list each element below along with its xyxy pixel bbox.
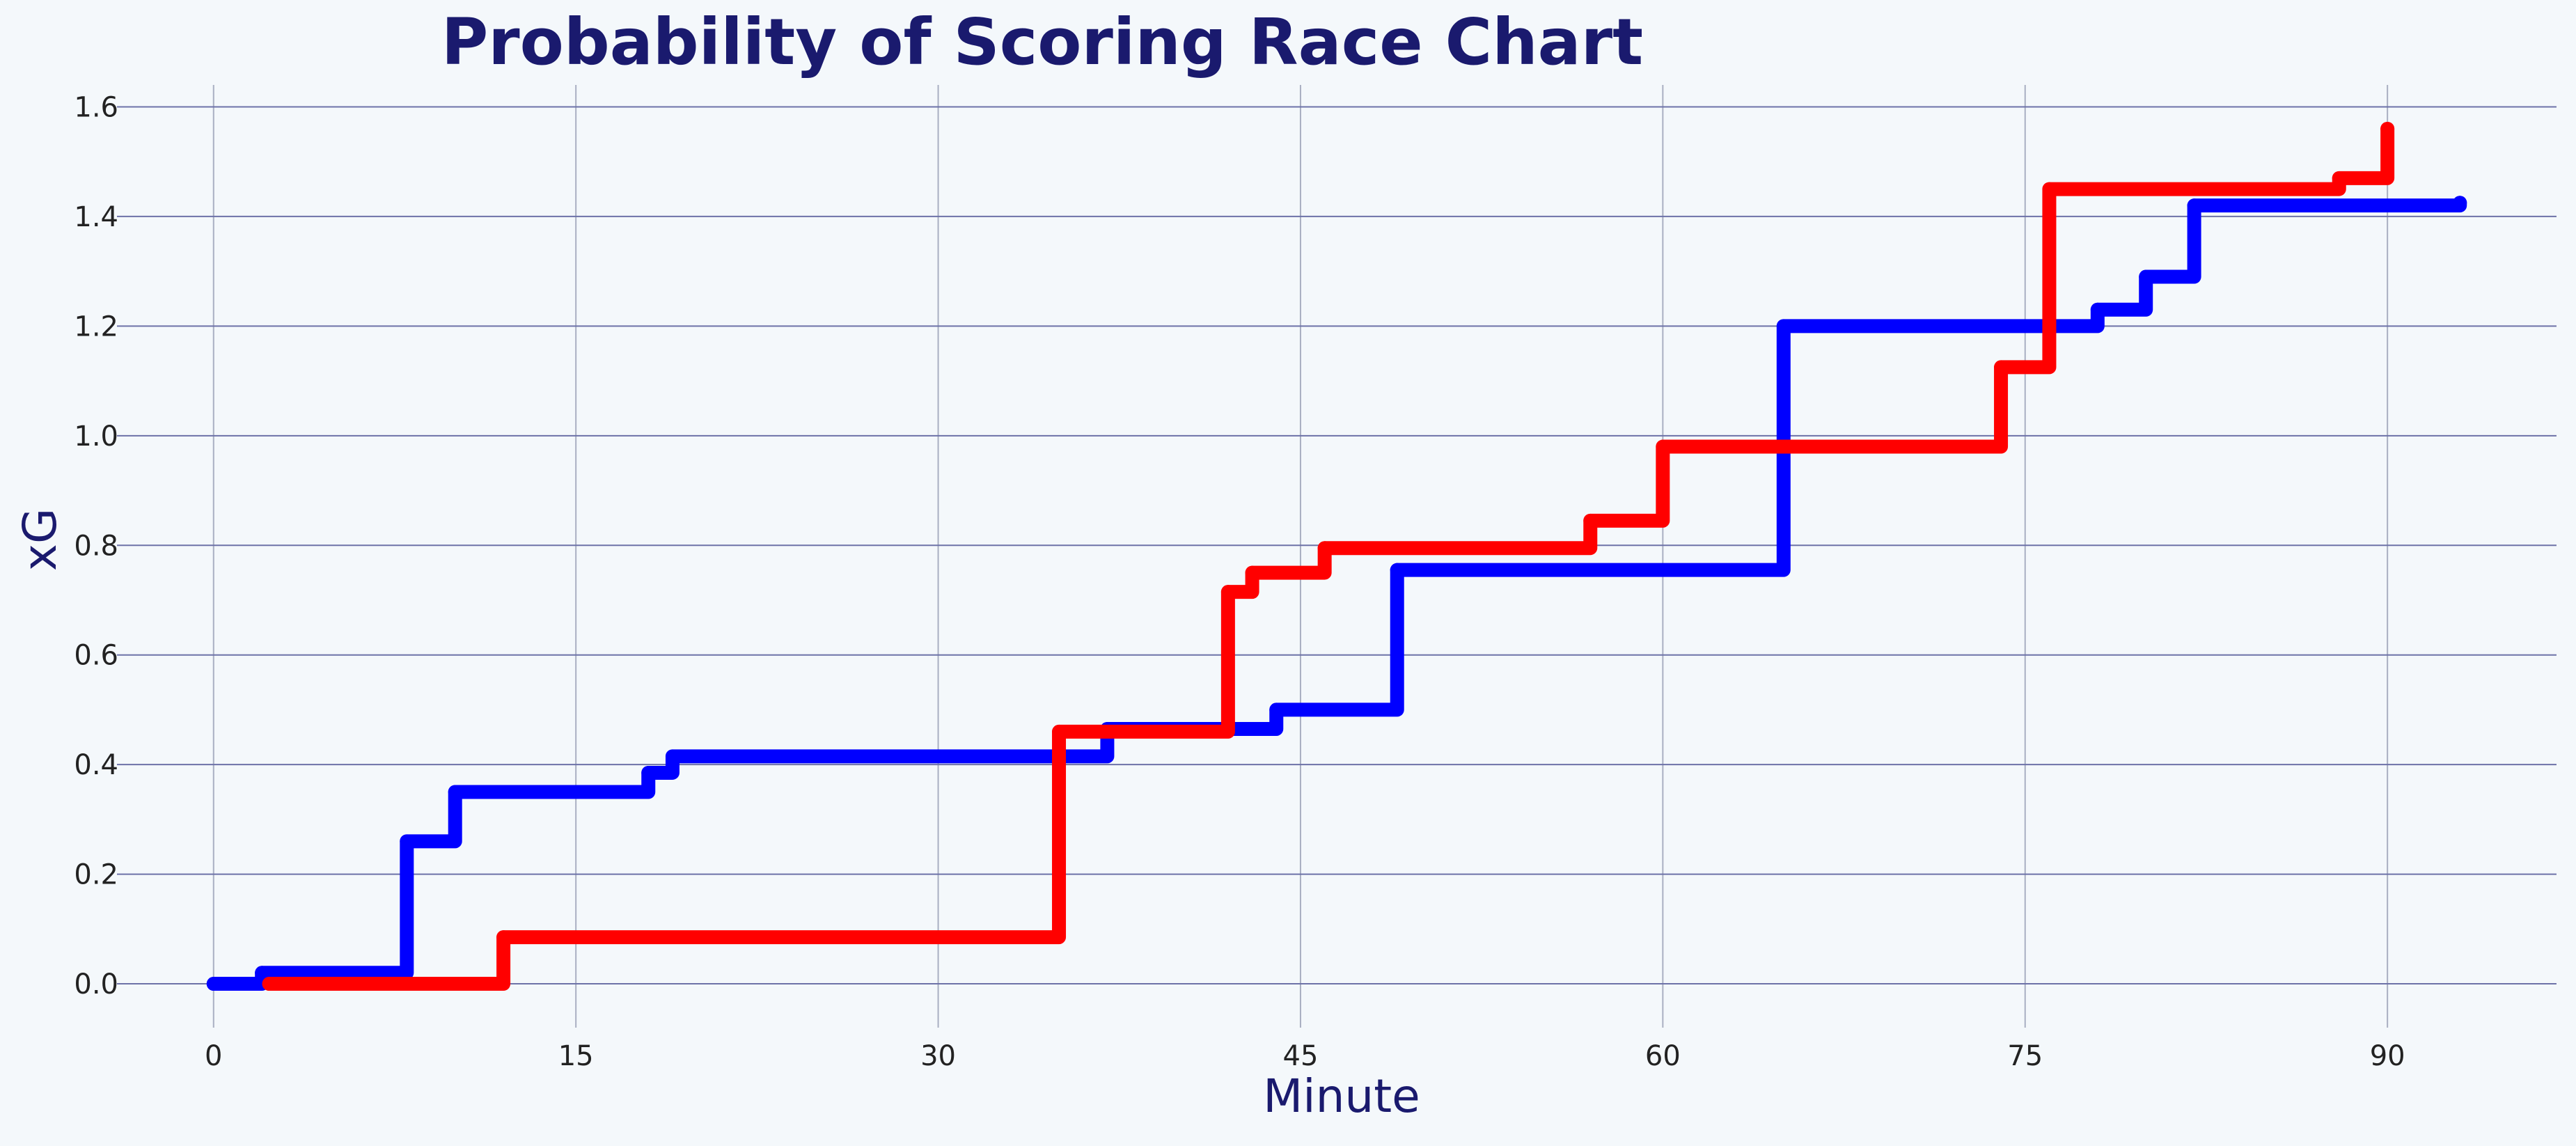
series-layer (206, 121, 2467, 991)
y-tick-label: 1.4 (74, 201, 118, 233)
x-tick-label: 90 (2370, 1040, 2405, 1072)
series-0-point (2090, 302, 2105, 317)
series-0-point (206, 977, 221, 991)
series-0-point (641, 765, 656, 780)
y-tick-label: 0.0 (74, 968, 118, 1000)
x-tick-label: 30 (920, 1040, 956, 1072)
x-axis-label: Minute (1263, 1069, 1420, 1123)
chart-title: Probability of Scoring Race Chart (441, 5, 1643, 79)
series-0-point (2187, 198, 2201, 213)
series-1-point (1220, 585, 1235, 599)
series-1-point (2380, 121, 2395, 136)
y-tick-label: 0.6 (74, 640, 118, 672)
series-1-step-line (262, 121, 2395, 991)
y-tick-label: 0.2 (74, 859, 118, 891)
x-tick-label: 45 (1283, 1040, 1319, 1072)
series-0-point (1776, 319, 1791, 333)
series-0-point (665, 749, 680, 764)
series-1-point (1317, 541, 1332, 556)
series-1-point (262, 977, 276, 991)
y-tick-label: 1.2 (74, 311, 118, 343)
x-tick-label: 60 (1645, 1040, 1681, 1072)
series-0-point (255, 966, 269, 980)
series-0-point (1269, 702, 1284, 717)
y-tick-label: 0.4 (74, 749, 118, 781)
y-tick-label: 0.8 (74, 530, 118, 562)
x-tick-label: 75 (2007, 1040, 2043, 1072)
y-tick-label: 1.6 (74, 91, 118, 123)
series-1-point (1052, 724, 1067, 739)
x-tick-label: 0 (205, 1040, 222, 1072)
y-axis-label: xG (13, 508, 67, 571)
series-0-point (448, 785, 462, 799)
series-1-point (2332, 171, 2346, 185)
series-1-point (1245, 565, 1259, 580)
series-1-point (1656, 439, 1670, 454)
grid-layer (117, 85, 2557, 1028)
series-1-point (1583, 513, 1598, 528)
series-1-point (2042, 182, 2057, 196)
series-0-step-line (206, 196, 2467, 991)
series-1-point (1994, 360, 2009, 375)
series-0-point (2453, 196, 2467, 210)
series-1-point (496, 930, 511, 945)
tick-label-layer: 0 15 30 45 60 75 90 0.0 0.2 0.4 0.6 0.8 1.0 1.2 1.4 1.6 (74, 91, 2405, 1072)
y-tick-label: 1.0 (74, 421, 118, 453)
x-tick-label: 15 (558, 1040, 594, 1072)
series-0-point (400, 834, 414, 849)
series-0-point (2139, 269, 2153, 284)
series-0-point (1390, 563, 1404, 577)
